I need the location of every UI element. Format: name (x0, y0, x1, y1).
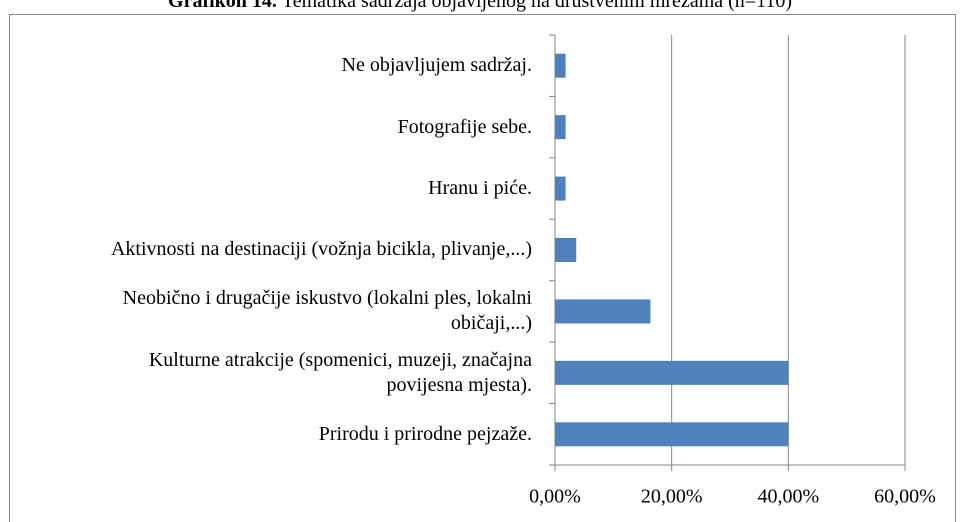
y-tick-label-box: Prirodu i prirodne pejzaže. (318, 422, 532, 445)
title-text: Tematika sadržaja objavljenog na društve… (282, 0, 792, 12)
x-tick-label: 60,00% (874, 486, 936, 508)
bar (555, 422, 789, 447)
bar (555, 115, 566, 140)
x-tick-label: 40,00% (757, 486, 819, 508)
y-tick-label-box: Kulturne atrakcije (spomenici, muzeji, z… (148, 348, 532, 396)
y-tick-label: Hranu i piće. (428, 177, 532, 200)
chart-title: Grafikon 14. Tematika sadržaja objavljeno… (168, 0, 792, 12)
y-tick-label-box: Neobično i drugačije iskustvo (lokalni p… (122, 287, 532, 335)
bar (555, 299, 651, 324)
y-tick-label: Fotografije sebe. (397, 115, 532, 138)
y-tick-label-box: Fotografije sebe. (397, 115, 532, 138)
title-label: Grafikon 14. (168, 0, 277, 12)
x-tick-label: 20,00% (641, 486, 703, 508)
bar (555, 360, 789, 385)
bar (555, 176, 566, 201)
y-tick-label: Kulturne atrakcije (spomenici, muzeji, z… (148, 348, 532, 396)
y-tick-label-box: Aktivnosti na destinaciji (vožnja bicikl… (110, 238, 532, 261)
bar (555, 53, 566, 78)
y-tick-label: Aktivnosti na destinaciji (vožnja bicikl… (110, 238, 532, 261)
y-tick-label: Neobično i drugačije iskustvo (lokalni p… (122, 287, 532, 335)
y-tick-label-box: Hranu i piće. (428, 177, 532, 200)
chart-frame (9, 14, 956, 522)
bar (555, 238, 577, 262)
y-tick-label-box: Ne objavljujem sadržaj. (341, 54, 533, 77)
x-tick-label: 0,00% (529, 486, 581, 508)
y-tick-label: Prirodu i prirodne pejzaže. (318, 422, 532, 445)
y-tick-label: Ne objavljujem sadržaj. (341, 54, 533, 77)
